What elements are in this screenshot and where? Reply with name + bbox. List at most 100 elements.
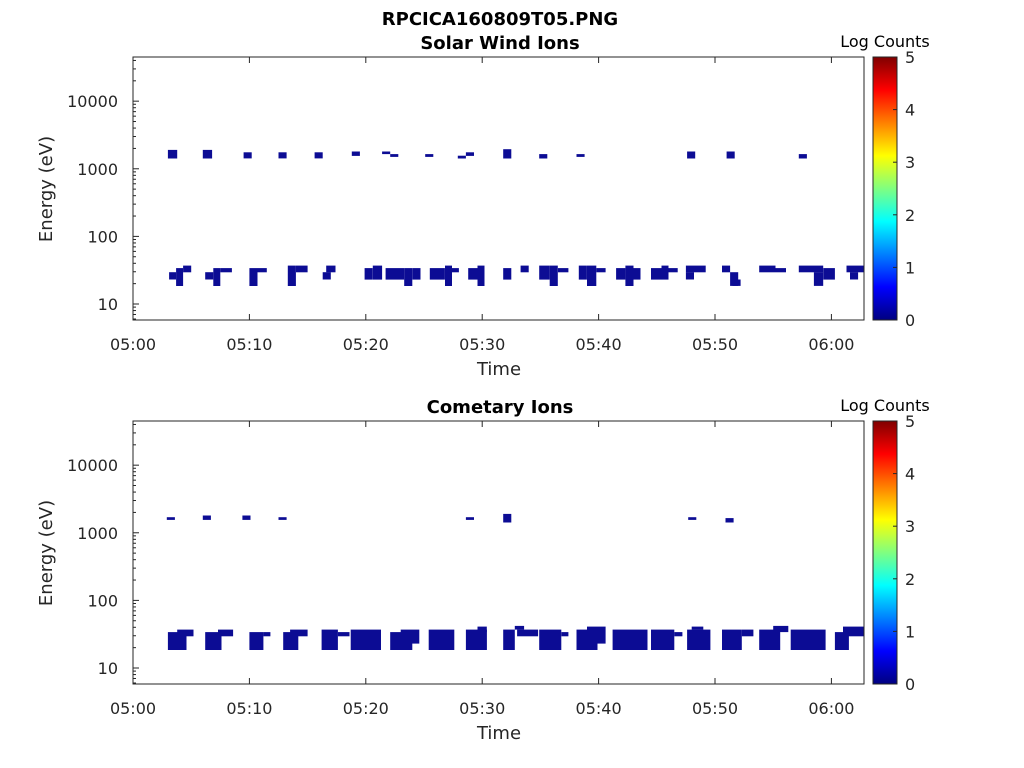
spectrogram-cells [166, 513, 864, 650]
data-cell [287, 265, 296, 286]
x-tick-label: 05:30 [459, 699, 505, 718]
data-cell [167, 149, 178, 159]
data-cell [576, 154, 585, 157]
data-cell [351, 151, 360, 156]
data-cell [477, 626, 487, 633]
colorbar-tick-label: 1 [905, 622, 915, 641]
colorbar-tick-label: 5 [905, 48, 915, 67]
y-tick-label: 1000 [77, 524, 118, 543]
data-cell [257, 268, 267, 273]
data-cell [668, 268, 678, 273]
data-cell [674, 632, 683, 637]
x-axis-label: Time [476, 359, 521, 380]
x-tick-label: 06:00 [808, 699, 854, 718]
colorbar-tick-label: 1 [905, 258, 915, 277]
data-cell [691, 626, 704, 630]
data-cell [176, 268, 184, 286]
data-cell [539, 154, 548, 159]
colorbar-label: Log Counts [840, 396, 930, 415]
colorbar-tick-label: 2 [905, 206, 915, 225]
x-tick-label: 05:10 [226, 335, 272, 354]
data-cell [205, 632, 222, 650]
data-cell [759, 265, 776, 273]
colorbar-tick-label: 3 [905, 517, 915, 536]
data-cell [428, 629, 455, 650]
panel-solar-wind-ions: Solar Wind Ions 05:00 05:10 05:20 05:30 05:4… [36, 32, 930, 380]
y-axis-ticks: 10 100 1000 10000 [67, 423, 139, 684]
data-cell [202, 515, 211, 520]
spectrogram-cells [167, 149, 864, 286]
data-cell [213, 268, 221, 286]
colorbar-label: Log Counts [840, 32, 930, 51]
data-cell [813, 272, 824, 286]
data-cell [775, 268, 786, 273]
data-cell [722, 265, 731, 273]
data-cell [278, 152, 287, 159]
data-cell [722, 629, 742, 650]
data-cell [218, 629, 234, 637]
data-cell [759, 629, 781, 650]
colorbar-tick-label: 3 [905, 153, 915, 172]
data-cell [249, 632, 264, 650]
y-tick-label: 1000 [77, 160, 118, 179]
data-cell [314, 152, 323, 159]
data-cell [465, 629, 487, 650]
data-cell [725, 518, 734, 523]
x-axis-ticks: 05:00 05:10 05:20 05:30 05:40 05:50 06:00 [110, 57, 854, 354]
data-cell [539, 629, 562, 650]
data-cell [651, 629, 675, 650]
data-cell [465, 517, 474, 520]
data-cell [350, 629, 381, 650]
data-cell [390, 154, 399, 157]
data-cell [400, 629, 420, 644]
data-cell [741, 629, 754, 637]
data-cell [278, 517, 287, 520]
data-cell [503, 629, 515, 650]
data-cell [549, 265, 558, 286]
x-tick-label: 05:20 [343, 699, 389, 718]
data-cell [385, 268, 405, 280]
data-cell [220, 268, 232, 273]
x-tick-label: 05:40 [576, 335, 622, 354]
x-axis-ticks: 05:00 05:10 05:20 05:30 05:40 05:50 06:00 [110, 421, 854, 718]
data-cell [205, 272, 214, 280]
data-cell [322, 272, 331, 280]
colorbar-ticks: 0 1 2 3 4 5 [893, 48, 915, 330]
y-tick-label: 10 [98, 295, 118, 314]
x-tick-label: 05:50 [692, 335, 738, 354]
data-cell [429, 268, 445, 280]
data-cell [412, 268, 421, 280]
data-cell [846, 265, 864, 273]
x-tick-label: 05:30 [459, 335, 505, 354]
data-cell [372, 265, 383, 280]
colorbar-tick-label: 0 [905, 311, 915, 330]
y-axis-label: Energy (eV) [36, 136, 57, 242]
x-tick-label: 06:00 [808, 335, 854, 354]
data-cell [843, 626, 864, 637]
data-cell [687, 629, 711, 650]
data-cell [249, 268, 258, 286]
plot-frame [132, 56, 865, 321]
data-cell [798, 154, 807, 159]
data-cell [445, 265, 452, 286]
data-cell [661, 265, 669, 280]
y-tick-label: 10000 [67, 456, 118, 475]
data-cell [166, 517, 175, 520]
data-cell [685, 272, 694, 280]
data-cell [364, 268, 373, 280]
data-cell [732, 279, 741, 286]
data-cell [169, 272, 177, 280]
data-cell [465, 152, 474, 156]
data-cell [730, 272, 739, 286]
colorbar [872, 420, 898, 685]
data-cell [242, 515, 251, 520]
data-cell [612, 629, 648, 650]
data-cell [520, 265, 529, 273]
data-cell [514, 625, 525, 630]
data-cell [503, 149, 512, 159]
data-cell [798, 265, 824, 273]
x-axis-label: Time [476, 723, 521, 744]
x-tick-label: 05:10 [226, 699, 272, 718]
colorbar [872, 56, 898, 321]
